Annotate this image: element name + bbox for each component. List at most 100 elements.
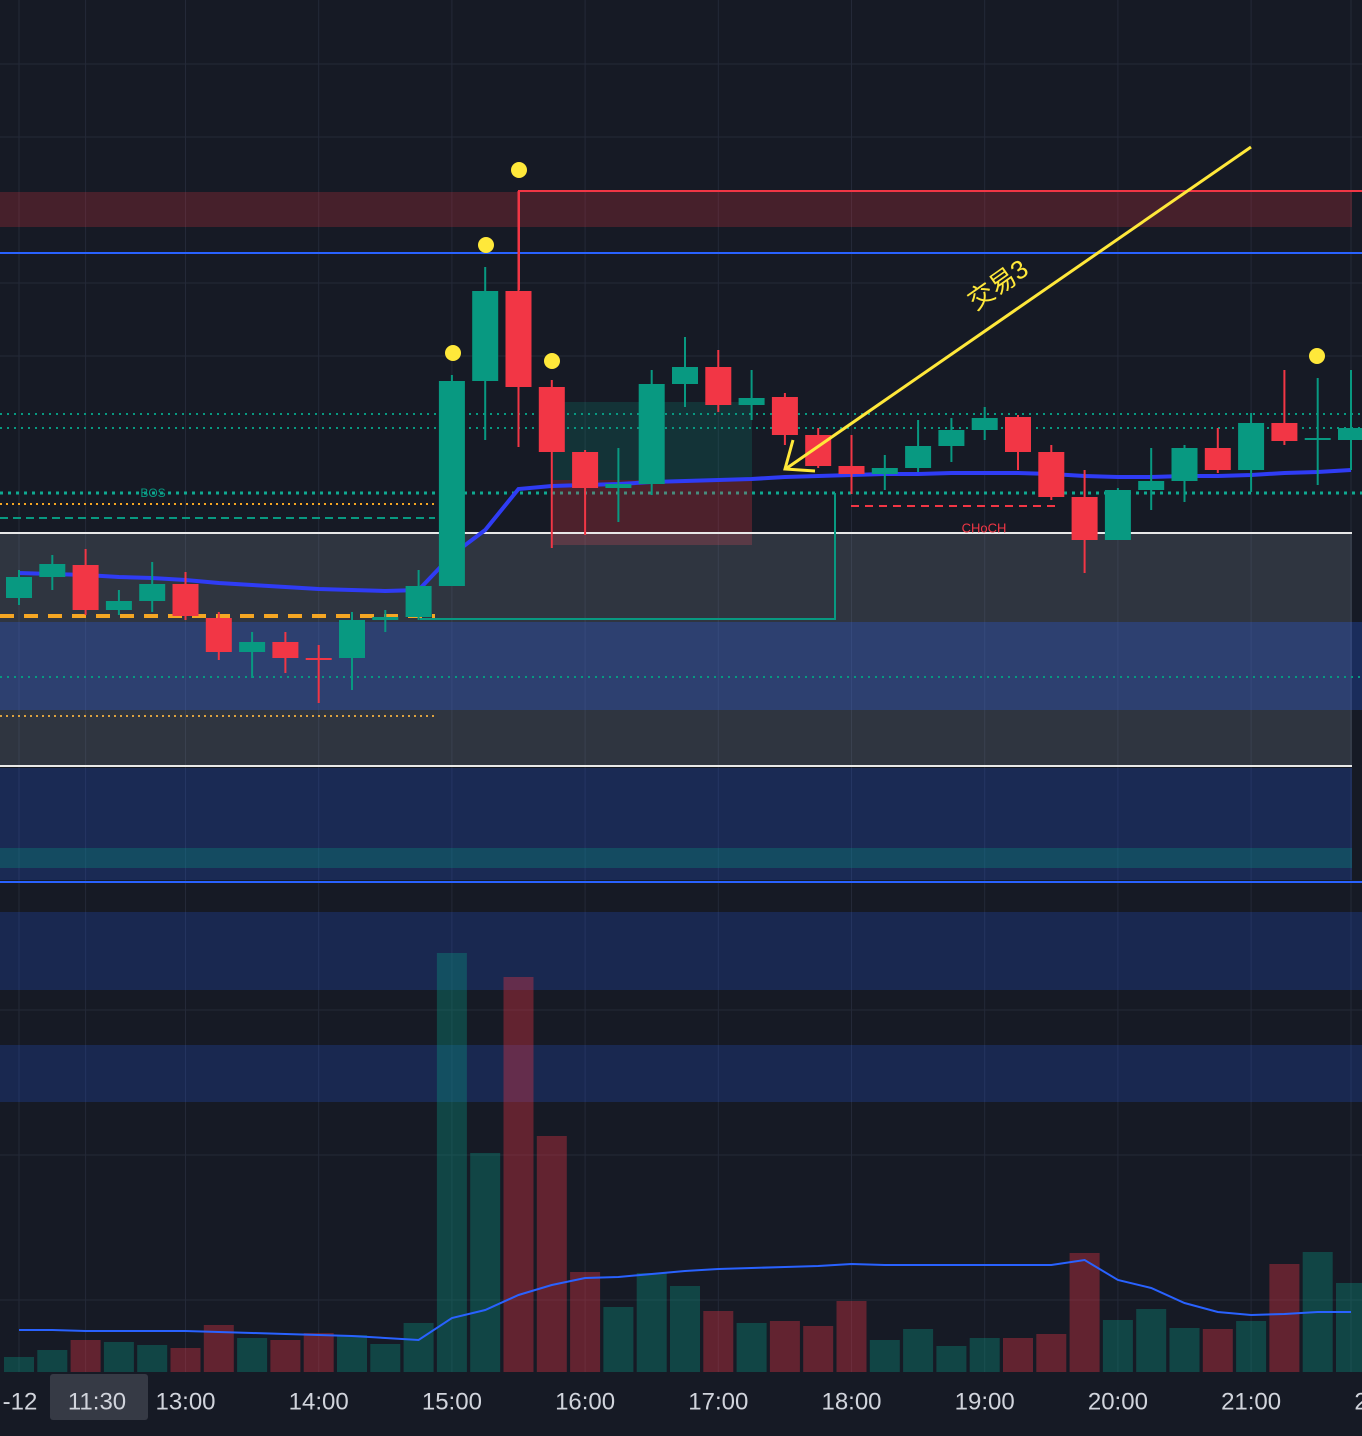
volume-bar [436,953,467,1372]
candle-body [1204,448,1231,470]
annotation: CHoCH [962,520,1007,535]
candle-body [1304,438,1331,440]
volume-bar [70,1340,101,1372]
x-tick-label: 18:00 [821,1388,881,1415]
volume-bar [37,1350,68,1372]
candle-body [672,367,698,384]
candle-body [1038,452,1065,497]
volume-zone [0,1045,1362,1102]
volume-bar [370,1344,401,1372]
candle-body [1271,423,1298,441]
candle-body [1238,423,1265,470]
candle-body [139,584,166,601]
demand-band [0,848,1352,868]
candle-body [738,398,765,405]
x-tick-label: -12 [3,1388,38,1415]
volume-bar [303,1333,334,1372]
candle-body [1171,448,1198,481]
volume-bar [869,1340,900,1372]
candle-body [572,452,599,488]
volume-bar [1269,1264,1300,1372]
candle-body [72,565,99,610]
volume-bar [1169,1328,1200,1372]
volume-bar [703,1311,734,1372]
pivot-markers [445,162,1325,369]
supply-zone [0,192,1352,227]
x-tick-label: 21:00 [1221,1388,1281,1415]
volume-bar [1069,1253,1100,1372]
candle-body [239,642,266,652]
x-tick-label: 19:00 [955,1388,1015,1415]
volume-bar [4,1357,34,1372]
volume-bar [903,1329,934,1372]
x-tick-label: 15:00 [422,1388,482,1415]
candle-body [705,367,732,405]
volume-bar [1102,1320,1133,1372]
volume-bar [270,1340,301,1372]
x-tick-label: 2 [1354,1388,1362,1415]
candle-body [771,397,798,435]
volume-bar [636,1273,667,1372]
plot-background [0,0,1362,1375]
vwap-line [18,468,1352,594]
x-tick-label: 13:00 [155,1388,215,1415]
x-tick-label: 14:00 [289,1388,349,1415]
volume-bar [536,1136,567,1372]
volume-ma-line [19,1258,1351,1342]
volume-bar [103,1342,134,1372]
candle-body [538,387,565,452]
demand-zone [0,768,1352,880]
candle-body [172,584,199,616]
volume-bar [1336,1283,1362,1372]
volume-bar [736,1323,767,1372]
candle-body [6,577,32,598]
candle-body [1005,417,1031,452]
candle-body [339,620,365,658]
structure-line [420,493,836,620]
candle-body [871,468,898,474]
volume-bar [503,977,534,1372]
x-tick-label: 16:00 [555,1388,615,1415]
volume-zone [0,912,1362,990]
volume-bar [803,1326,834,1372]
candle-body [1104,490,1131,540]
candle-body [205,618,232,652]
annotation: BOS [140,486,165,500]
candle-body [638,384,665,484]
candle-body [971,418,998,430]
volume-bar [137,1345,168,1372]
x-tick-label: 17:00 [688,1388,748,1415]
trade-arrow [783,145,1252,473]
candle-body [605,484,632,488]
candle-body [305,658,332,660]
volume-bar [337,1335,367,1372]
volume-bar [470,1153,501,1372]
candle-body [272,642,299,658]
volume-bar [670,1286,700,1372]
candle-body [438,381,465,586]
volume-bar [936,1346,967,1372]
volume-bar [969,1338,1000,1372]
candle-body [838,466,865,474]
volume-bar [403,1323,434,1372]
volume-bar [170,1348,201,1372]
grid [0,63,1362,1301]
volume-bar [1036,1334,1067,1372]
volume-bar [1202,1329,1233,1372]
series [4,191,1362,1372]
x-axis-background [0,1375,1362,1436]
candle-body [1138,481,1165,490]
volume-bar [237,1338,268,1372]
candle-body [905,446,932,468]
candle-body [1338,428,1362,440]
volume-bar [1136,1309,1167,1372]
volume-bar [1003,1338,1033,1372]
volume-bar [836,1301,867,1372]
volume-bar [570,1272,601,1372]
x-axis: -12 11:30 13:00 14:00 15:00 16:00 17:00 18:00 19… [3,1388,1362,1415]
volume-bar [769,1321,800,1372]
candle-body [505,291,532,387]
candle-body [372,617,399,620]
x-tick-label: 20:00 [1088,1388,1148,1415]
